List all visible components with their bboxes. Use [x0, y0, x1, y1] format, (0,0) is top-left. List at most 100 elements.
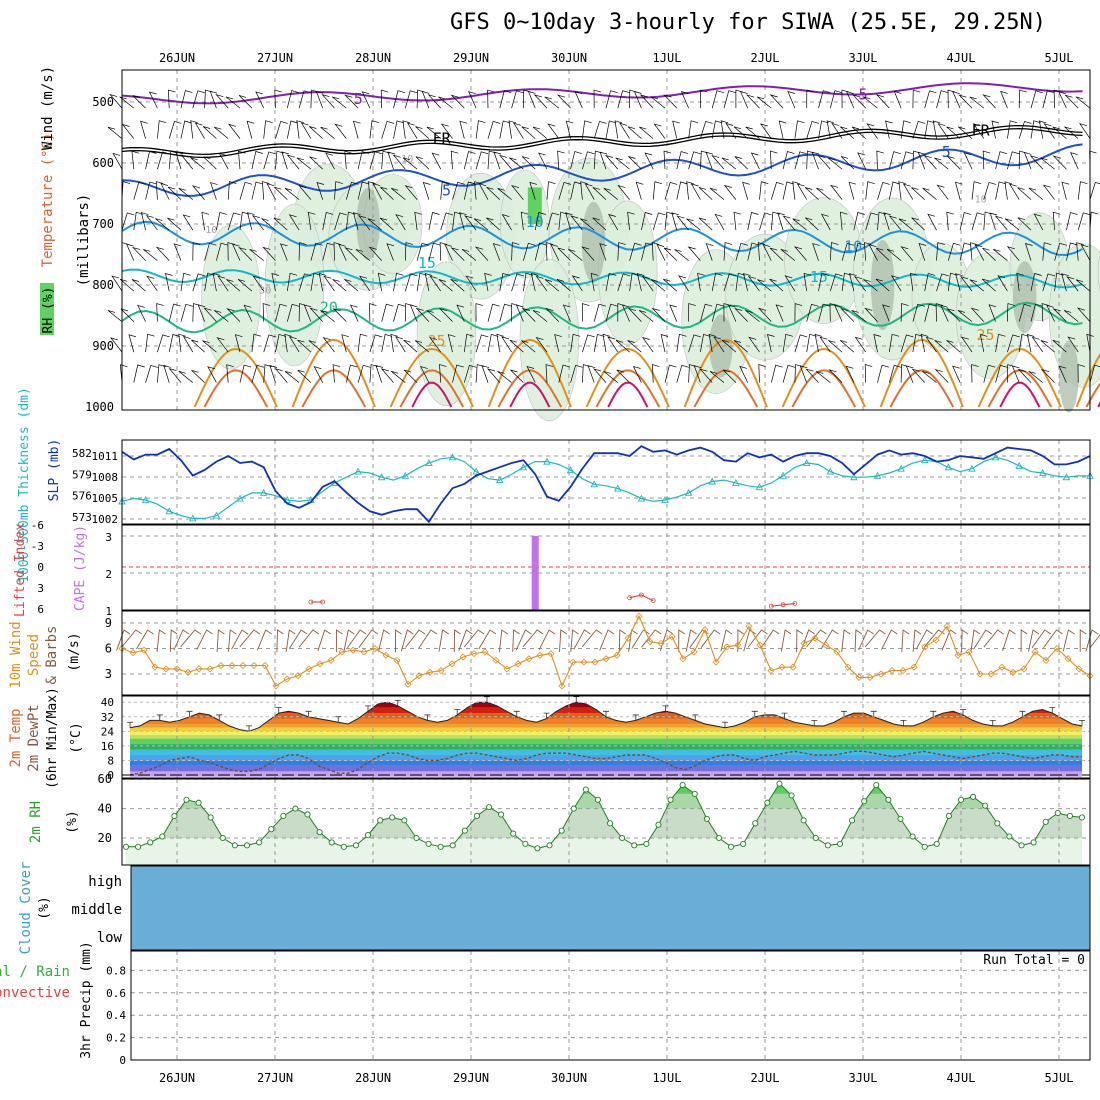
wind-barb — [1058, 91, 1067, 109]
wind-barb — [557, 150, 565, 170]
wind-barb — [332, 364, 341, 383]
wind-barb — [266, 183, 276, 200]
rh-point — [945, 812, 952, 820]
wind-barb — [757, 242, 766, 261]
wind-barb — [720, 120, 729, 139]
contour-orange-30 — [497, 369, 563, 408]
wind-speed-point — [151, 663, 159, 671]
wind-speed-point — [679, 655, 687, 663]
wind-barb — [805, 368, 819, 383]
precip-bg — [131, 951, 1090, 1060]
precip-tick: 0.6 — [106, 987, 126, 1000]
wind-speed-point — [723, 643, 731, 651]
wind-barb — [905, 365, 914, 383]
wind-barb — [890, 275, 902, 292]
wind-speed-point — [987, 670, 995, 678]
wind-barb — [225, 96, 241, 109]
wind-speed-point — [899, 667, 907, 675]
wind-speed-point — [910, 663, 918, 671]
wind-barb — [284, 333, 292, 353]
date-label-bottom: 5JUL — [1045, 1071, 1074, 1085]
wind-barb — [830, 184, 843, 200]
wind-barb — [251, 151, 263, 170]
wind-barb — [688, 120, 699, 139]
temp-panel-frame — [121, 695, 1091, 779]
wind-barb — [568, 249, 583, 261]
wind-barb — [509, 157, 524, 170]
rh-point — [909, 833, 916, 840]
wind-barb — [756, 96, 772, 109]
wind-barb — [739, 365, 749, 383]
wind-barb — [970, 307, 985, 322]
wind-barb — [864, 307, 878, 322]
wind-barb — [511, 242, 520, 261]
rh-point — [788, 792, 795, 799]
wind-barb — [799, 365, 808, 383]
rh-band — [126, 838, 1082, 865]
wind-barb — [427, 94, 441, 109]
wind-barb — [493, 151, 502, 170]
wind-barb — [828, 340, 843, 353]
wind-barb — [459, 212, 467, 231]
wind-barb — [168, 150, 178, 170]
wind-barb — [511, 185, 524, 200]
temp-band — [130, 760, 1082, 766]
wind-upper-axis-label: Wind (m/s) — [40, 66, 56, 150]
wind-barb — [428, 242, 441, 261]
wind-barb — [922, 371, 937, 383]
wind-barb — [133, 181, 146, 200]
wind-barb — [982, 94, 996, 109]
wind-barb — [167, 217, 182, 231]
wind-barb — [128, 334, 137, 353]
wind-barb — [532, 126, 548, 139]
rh-point — [280, 812, 287, 820]
wind-barb-10m — [973, 629, 993, 649]
wind-barb — [1030, 90, 1043, 109]
wind-barb — [178, 333, 186, 353]
wind-barb-10m — [169, 629, 178, 653]
wind-barb — [275, 303, 287, 322]
wind-barb — [641, 336, 654, 353]
wind-barb — [402, 157, 418, 170]
wind-barb-10m — [239, 629, 261, 648]
temp-minmax-tick — [365, 705, 371, 712]
wind-barb — [191, 185, 205, 200]
contour-label: 25 — [976, 326, 994, 344]
rh-point — [933, 840, 940, 847]
wind-barb — [621, 304, 630, 322]
wind-barb — [535, 275, 548, 292]
wind-barb — [558, 364, 571, 383]
wind-barb — [320, 126, 335, 139]
wind-barb — [934, 157, 949, 170]
wind-barb — [344, 94, 359, 109]
wind-barb — [818, 272, 829, 292]
wind-barb — [492, 243, 501, 261]
wind-barb — [841, 272, 852, 292]
wind-barb — [133, 364, 145, 383]
wind-unit-label: (m/s) — [67, 632, 82, 671]
wind-barb — [927, 213, 937, 231]
wind-speed-point — [888, 667, 896, 675]
lifted-index-point — [650, 598, 656, 603]
wind-barb — [310, 272, 321, 292]
rh-point — [377, 817, 384, 824]
wind-barb — [1017, 217, 1032, 231]
wind-barb — [705, 151, 714, 170]
wind-barb — [570, 333, 581, 353]
wind-barb-10m — [227, 629, 237, 652]
wind-barb — [1007, 151, 1020, 170]
temp-minmax-tick — [127, 721, 133, 728]
wind-barb — [565, 212, 573, 231]
wind-barb — [216, 242, 229, 261]
wind-barb — [402, 120, 410, 139]
wind-barb — [523, 242, 536, 261]
wind-barb-10m — [405, 629, 426, 648]
wind-barb-10m — [1079, 629, 1087, 652]
wind-barb — [866, 123, 878, 139]
wind-barb — [487, 333, 499, 353]
wind-speed-point — [954, 651, 962, 659]
wind-barb — [288, 336, 300, 353]
rh-tick: 60 — [98, 772, 112, 786]
wind-barb — [309, 156, 323, 170]
wind-barb — [111, 275, 123, 292]
